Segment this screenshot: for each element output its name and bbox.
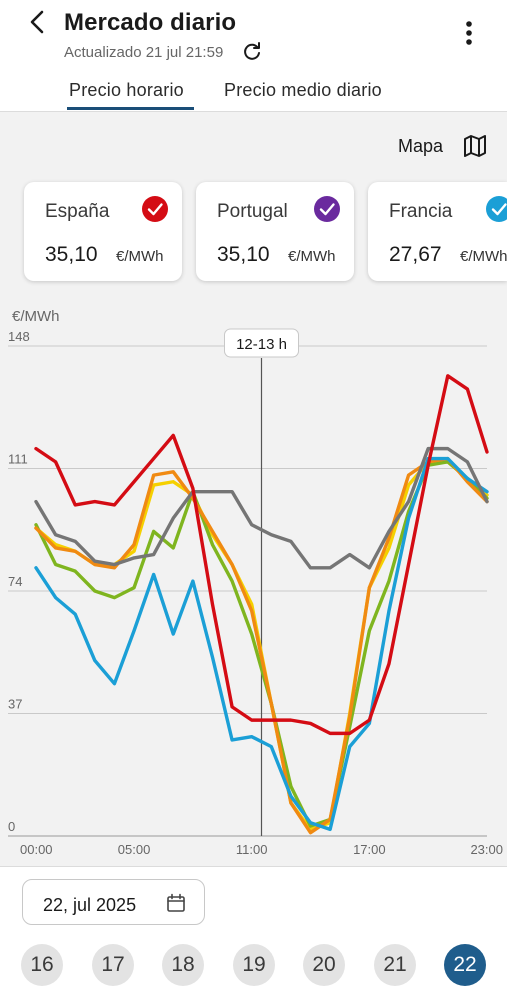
tab-precio-horario[interactable]: Precio horario: [69, 80, 184, 100]
checkbox-checked-icon[interactable]: [142, 196, 168, 222]
updated-timestamp: Actualizado 21 jul 21:59: [64, 44, 224, 61]
price-card-espana[interactable]: España 35,10 €/MWh: [24, 182, 182, 281]
x-tick-label: 17:00: [353, 842, 386, 857]
day-button-17[interactable]: 17: [92, 944, 134, 986]
card-country-name: Portugal: [217, 201, 288, 222]
checkbox-checked-icon[interactable]: [314, 196, 340, 222]
x-tick-label: 05:00: [118, 842, 151, 857]
series-line-5: [34, 374, 489, 736]
card-price-unit: €/MWh: [460, 248, 507, 265]
refresh-icon[interactable]: [240, 40, 264, 64]
back-arrow-icon[interactable]: [22, 6, 54, 38]
chart-series: [34, 374, 489, 835]
card-price-value: 35,10: [217, 243, 270, 266]
card-price-value: 27,67: [389, 243, 442, 266]
date-picker-field[interactable]: 22, jul 2025: [22, 879, 205, 925]
app-header: Mercado diario Actualizado 21 jul 21:59 …: [0, 0, 507, 112]
x-tick-label: 11:00: [236, 842, 268, 857]
x-tick-label: 00:00: [20, 842, 53, 857]
series-line-4: [34, 446, 489, 570]
selected-date: 22, jul 2025: [43, 895, 137, 915]
series-line-2: [34, 456, 489, 835]
map-button[interactable]: Mapa: [398, 136, 444, 156]
x-tick-label: 23:00: [470, 842, 503, 857]
hourly-price-chart[interactable]: 0 37 74 111 148 00:00 05:00 11:00 17:00 23:00 12-1…: [0, 300, 507, 860]
series-line-3: [34, 456, 489, 832]
price-card-portugal[interactable]: Portugal 35,10 €/MWh: [196, 182, 354, 281]
y-tick-label: 111: [8, 452, 28, 467]
card-price-value: 35,10: [45, 243, 98, 266]
day-button-22[interactable]: 22: [444, 944, 486, 986]
y-tick-label: 148: [8, 329, 30, 344]
price-card-francia[interactable]: Francia 27,67 €/MWh: [368, 182, 507, 281]
checkbox-checked-icon[interactable]: [486, 196, 507, 222]
card-price-unit: €/MWh: [116, 248, 164, 265]
day-button-16[interactable]: 16: [21, 944, 63, 986]
map-icon[interactable]: [462, 133, 488, 159]
day-button-18[interactable]: 18: [162, 944, 204, 986]
active-tab-indicator: [67, 107, 194, 110]
more-options-icon[interactable]: [455, 18, 483, 48]
cursor-label-box: [224, 328, 299, 358]
tab-precio-medio-diario[interactable]: Precio medio diario: [224, 80, 382, 100]
y-axis-label: €/MWh: [12, 308, 60, 325]
cursor-label: 12-13 h: [236, 336, 287, 353]
day-button-19[interactable]: 19: [233, 944, 275, 986]
page-title: Mercado diario: [64, 9, 237, 36]
day-button-20[interactable]: 20: [303, 944, 345, 986]
card-country-name: Francia: [389, 201, 453, 222]
chart-grid: [8, 345, 487, 837]
y-tick-label: 0: [8, 819, 15, 834]
card-country-name: España: [45, 201, 110, 222]
y-tick-label: 37: [8, 697, 22, 712]
y-tick-label: 74: [8, 574, 22, 589]
day-button-21[interactable]: 21: [374, 944, 416, 986]
card-price-unit: €/MWh: [288, 248, 336, 265]
calendar-icon: [167, 893, 185, 912]
chart-labels: 0 37 74 111 148 00:00 05:00 11:00 17:00 23:00 12-1…: [8, 328, 503, 857]
